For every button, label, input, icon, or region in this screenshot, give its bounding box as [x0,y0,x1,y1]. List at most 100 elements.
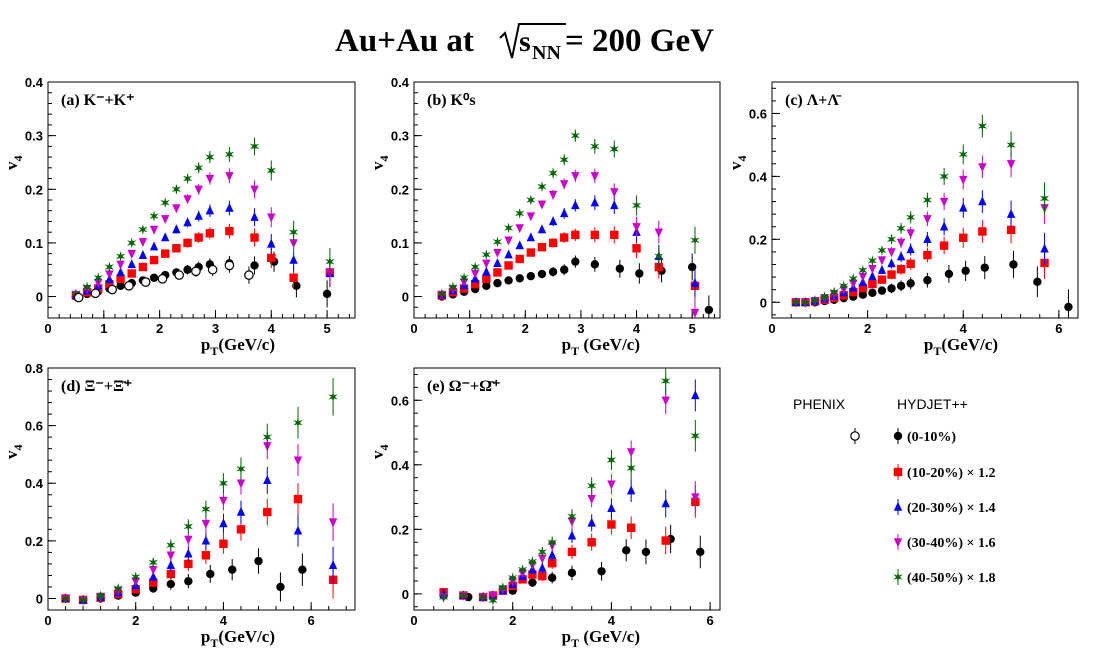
data-point [571,200,580,210]
y-axis-label: v4 [2,156,25,171]
data-point [504,276,513,285]
data-point [276,582,285,592]
x-tick-label: 2 [522,321,529,336]
data-point [458,590,468,601]
data-point [292,281,301,291]
data-point [322,289,332,299]
x-tick-label: 4 [633,321,641,336]
x-tick-label: 0 [44,321,51,336]
data-point [184,548,193,558]
panel-b: 0 1 2 3 4 5 0 0.1 0.2 0.3 0.4 pT (GeV/c) v4 (b) K⁰s [368,75,721,358]
data-point [626,462,636,474]
legend-entry-c0: (0-10%) [850,428,956,445]
data-point [607,503,616,513]
data-point [654,228,663,238]
x-tick-label: 4 [960,321,968,336]
data-point [858,290,868,299]
data-point [219,496,228,506]
data-point [166,579,175,589]
data-point [961,266,970,275]
data-point [244,270,254,280]
data-point [161,249,170,258]
panel-label: (d) Ξ⁻+Ξ̄⁺ [61,378,132,395]
data-point [82,281,92,293]
data-point [325,256,335,268]
data-point [886,233,897,245]
data-point [590,197,600,207]
data-point [298,565,307,574]
data-point [498,582,508,593]
legend-entry-c3: (30-40%) × 1.6 [893,534,995,551]
data-point [116,274,125,284]
y-tick-label: 0.2 [749,232,767,247]
data-point [172,224,181,234]
data-point [107,284,117,295]
series-c4 [438,368,700,606]
data-point [877,275,887,284]
legend-marker [893,571,903,583]
y-tick-label: 0 [36,591,43,606]
legend-header-hydjet: HYDJET++ [897,396,968,412]
data-point [236,463,246,475]
data-point [183,195,192,205]
data-point [267,213,276,223]
y-axis-label: v4 [368,156,391,171]
data-point [219,539,228,548]
y-tick-label: 0.4 [391,458,410,473]
data-point [939,241,949,250]
legend-label: (20-30%) × 1.4 [907,501,995,516]
data-point [94,278,103,288]
data-point [515,240,524,250]
data-point [149,210,159,222]
data-point [254,556,263,566]
data-point [148,557,158,568]
data-point [632,223,641,233]
data-point [567,568,577,578]
data-point [1006,160,1016,170]
panel-d: 0 2 4 6 0 0.2 0.4 0.6 0.8 pT(GeV/c) v4 (d) Ξ⁻+Ξ̄⁺ [2,361,356,650]
data-point [183,265,192,274]
data-point [205,151,215,163]
data-point [538,571,547,581]
data-point [183,217,192,227]
data-point [262,431,272,443]
data-point [116,267,125,277]
data-point [1006,208,1016,218]
data-point [896,281,906,291]
data-point [206,569,215,579]
data-point [800,296,811,308]
data-point [194,162,204,174]
legend-phenix-marker [850,431,860,441]
data-point [896,222,906,234]
data-point [236,525,246,534]
data-point [149,255,159,265]
data-point [493,278,502,288]
legend-entry-c4: (40-50%) × 1.8 [893,569,995,586]
y-tick-label: 0 [760,295,767,310]
plot-frame [413,81,721,319]
data-point [791,296,801,308]
data-point [105,280,114,289]
series-c4 [437,129,700,300]
data-point [696,547,705,557]
data-point [958,149,968,160]
data-point [587,538,596,547]
data-point [205,174,215,184]
data-point [288,226,299,238]
data-point [922,194,933,206]
data-point [174,270,184,280]
x-axis-label: pT(GeV/c) [924,335,998,358]
x-tick-label: 1 [466,321,473,336]
data-point [508,572,518,584]
data-point [858,283,868,293]
data-point [493,258,502,267]
data-point [482,266,491,276]
data-point [90,288,101,299]
data-point [184,559,193,569]
data-point [548,267,558,277]
data-point [923,234,932,244]
data-point [250,261,259,270]
series-c2 [439,379,700,601]
data-point [471,280,480,289]
data-point [654,250,664,262]
